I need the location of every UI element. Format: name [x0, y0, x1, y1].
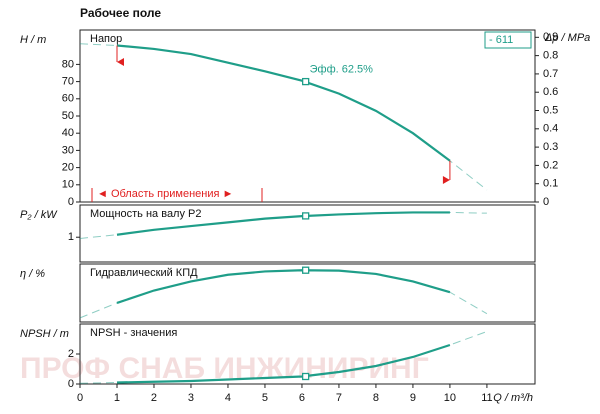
curve: [116, 269, 451, 304]
y2-tick-label: 0.6: [543, 86, 558, 98]
series-label: Мощность на валу P2: [90, 208, 202, 220]
y-tick-label: 1: [68, 231, 74, 243]
x-tick-label: 2: [151, 392, 157, 404]
y-tick-label: 0: [68, 196, 74, 208]
chart-title: Рабочее поле: [80, 6, 161, 20]
y-tick-label: 70: [62, 76, 74, 88]
x-tick-label: 4: [225, 392, 231, 404]
badge: - 611: [489, 34, 513, 46]
x-tick-label: 8: [373, 392, 379, 404]
curve: [116, 343, 451, 384]
y2-tick-label: 0: [543, 196, 549, 208]
y2-axis-label: Δp / MPa: [544, 32, 590, 44]
range-label: ◄ Область применения ►: [97, 188, 233, 200]
x-tick-label: 7: [336, 392, 342, 404]
y2-tick-label: 0.3: [543, 141, 558, 153]
annotation: Эфф. 62.5%: [310, 64, 374, 76]
duty-point: [302, 212, 310, 220]
x-tick-label: 6: [299, 392, 305, 404]
curve-extrapolated: [79, 43, 488, 191]
x-tick-label: 3: [188, 392, 194, 404]
y-tick-label: 10: [62, 179, 74, 191]
curve: [116, 44, 451, 162]
x-tick-label: 9: [410, 392, 416, 404]
panel-frame: [79, 29, 536, 203]
y-axis-label: η / %: [20, 268, 45, 280]
x-tick-label: 0: [77, 392, 83, 404]
y-tick-label: 50: [62, 110, 74, 122]
x-tick-label: 10: [444, 392, 456, 404]
y2-tick-label: 0.8: [543, 50, 558, 62]
y2-tick-label: 0.9: [543, 31, 558, 43]
y-tick-label: 40: [62, 127, 74, 139]
x-tick-label: 5: [262, 392, 268, 404]
y-axis-label: NPSH / m: [20, 328, 69, 340]
y2-tick-label: 0.7: [543, 68, 558, 80]
duty-point: [302, 266, 310, 274]
y-tick-label: 2: [68, 348, 74, 360]
y-tick-label: 80: [62, 58, 74, 70]
y-axis-label: H / m: [20, 34, 46, 46]
badge-box: [484, 31, 532, 49]
x-axis-label: Q / m³/h: [493, 392, 533, 404]
series-label: Напор: [90, 33, 122, 45]
x-tick-label: 11: [481, 392, 492, 404]
curve: [116, 211, 450, 236]
series-label: Гидравлический КПД: [90, 267, 198, 279]
y-tick-label: 30: [62, 144, 74, 156]
panel-frame: [79, 263, 536, 323]
y2-tick-label: 0.1: [543, 178, 558, 190]
duty-point: [302, 77, 310, 86]
range-arrow: [116, 58, 124, 66]
y2-tick-label: 0.5: [543, 104, 558, 116]
y-axis-label: P₂ / kW: [20, 209, 58, 221]
series-label: NPSH - значения: [90, 327, 177, 339]
y2-tick-label: 0.2: [543, 159, 558, 171]
y-tick-label: 60: [62, 93, 74, 105]
y-tick-label: 0: [68, 378, 74, 390]
duty-point: [302, 372, 310, 381]
y2-tick-label: 0.4: [543, 123, 558, 135]
range-arrow: [442, 176, 450, 184]
x-tick-label: 1: [114, 392, 120, 404]
y-tick-label: 20: [62, 162, 74, 174]
panel-frame: [79, 204, 536, 263]
